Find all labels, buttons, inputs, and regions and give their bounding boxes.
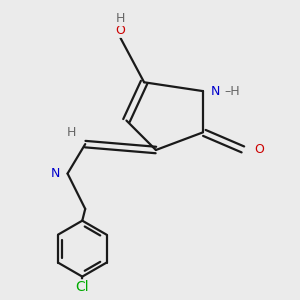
Text: –H: –H xyxy=(224,85,240,98)
Text: O: O xyxy=(116,24,125,37)
Text: N: N xyxy=(210,85,220,98)
Text: H: H xyxy=(67,126,76,139)
Text: O: O xyxy=(254,143,264,157)
Text: N: N xyxy=(51,167,60,180)
Text: H: H xyxy=(115,13,125,26)
Text: Cl: Cl xyxy=(76,280,89,294)
